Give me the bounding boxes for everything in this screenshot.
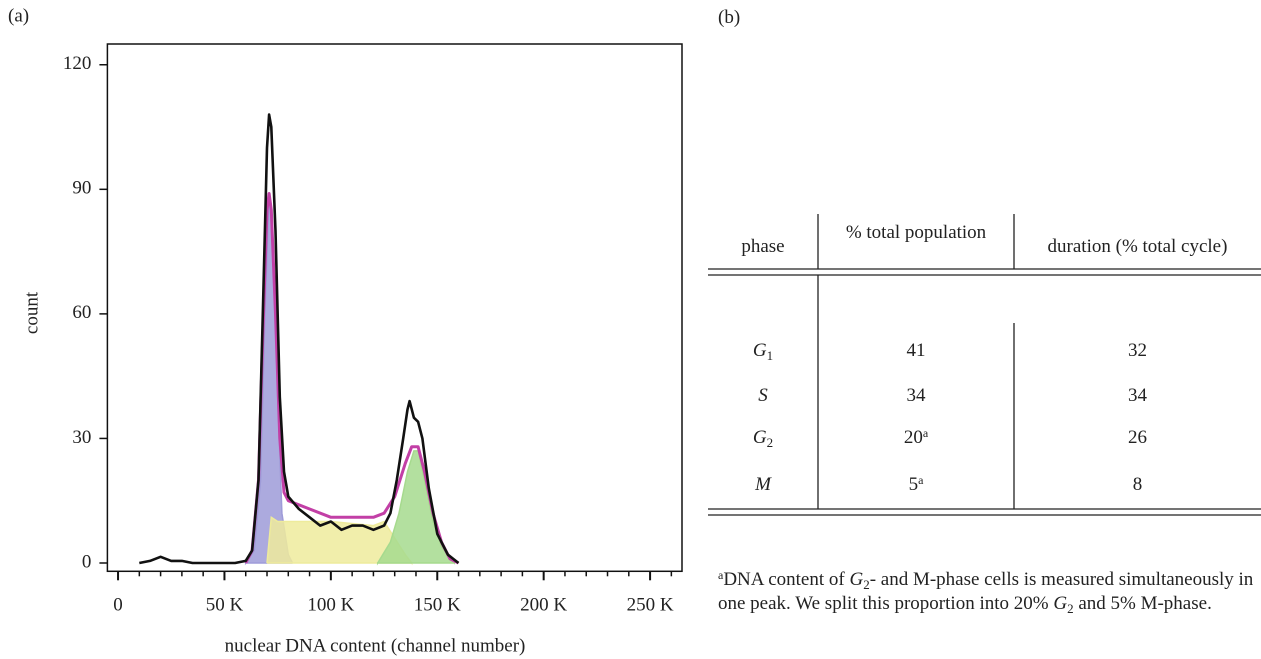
duration-cell: 8 bbox=[1132, 474, 1143, 495]
footnote-ref: a bbox=[922, 426, 929, 440]
footnote-text: - and M-phase cells is measured simultan… bbox=[718, 569, 1254, 614]
population-value: 34 bbox=[906, 385, 926, 406]
column-header: % total population bbox=[845, 222, 987, 243]
phase-symbol: S bbox=[758, 385, 768, 406]
population-value: 41 bbox=[906, 340, 926, 361]
x-tick-label: 100 K bbox=[307, 595, 354, 616]
area bbox=[376, 450, 456, 566]
phase-symbol: G bbox=[752, 340, 767, 361]
footnote-text: G bbox=[849, 569, 864, 590]
footnote-text: DNA content of bbox=[723, 569, 850, 590]
phase-symbol: G bbox=[752, 427, 767, 448]
footnote: aDNA content of G2- and M-phase cells is… bbox=[718, 568, 1261, 616]
x-tick-label: 200 K bbox=[520, 595, 567, 616]
footnote-mark: a bbox=[718, 568, 724, 582]
population-cell: 5a bbox=[818, 473, 1014, 496]
phase-cell: G1 bbox=[708, 339, 818, 362]
y-tick-label: 0 bbox=[82, 551, 92, 572]
x-tick-label: 0 bbox=[113, 595, 123, 616]
phase-cell: M bbox=[708, 473, 818, 496]
population-value: 20 bbox=[903, 427, 923, 448]
phase-symbol: M bbox=[755, 474, 771, 495]
y-tick-label: 60 bbox=[72, 302, 91, 323]
column-header: duration (% total cycle) bbox=[1047, 236, 1228, 257]
footnote-ref: a bbox=[918, 473, 924, 487]
phase-subscript: 1 bbox=[766, 348, 774, 363]
x-axis-label: nuclear DNA content (channel number) bbox=[225, 635, 526, 656]
population-cell: 41 bbox=[818, 339, 1014, 362]
duration-cell: 34 bbox=[1128, 385, 1147, 406]
y-tick-label: 90 bbox=[72, 178, 91, 199]
column-header: phase bbox=[741, 236, 785, 257]
y-axis-label: count bbox=[21, 291, 42, 334]
duration-cell: 32 bbox=[1128, 340, 1147, 361]
footnote-text: and 5% M-phase. bbox=[1073, 593, 1212, 614]
footnote-text: 2 bbox=[863, 577, 870, 592]
population-cell: 20a bbox=[818, 426, 1014, 449]
footnote-text: G bbox=[1053, 593, 1068, 614]
footnote-text: 2 bbox=[1067, 601, 1074, 616]
y-tick-label: 120 bbox=[63, 53, 92, 74]
panel-label: (b) bbox=[718, 7, 741, 28]
duration-cell: 26 bbox=[1128, 427, 1147, 448]
x-tick-label: 50 K bbox=[206, 595, 244, 616]
x-tick-label: 150 K bbox=[414, 595, 461, 616]
plot-area bbox=[139, 113, 460, 566]
phase-subscript: 2 bbox=[766, 435, 774, 450]
table-rules bbox=[708, 214, 1261, 516]
panel-label: (a) bbox=[8, 5, 29, 26]
chart: (a) count nuclear DNA content (channel n… bbox=[8, 5, 683, 656]
population-value: 5 bbox=[908, 474, 919, 495]
y-tick-label: 30 bbox=[72, 427, 91, 448]
x-tick-label: 250 K bbox=[627, 595, 674, 616]
population-cell: 34 bbox=[818, 384, 1014, 407]
line bbox=[139, 113, 460, 565]
phase-cell: G2 bbox=[708, 426, 818, 449]
line bbox=[244, 192, 460, 565]
phase-cell: S bbox=[708, 384, 818, 407]
area bbox=[244, 193, 294, 566]
